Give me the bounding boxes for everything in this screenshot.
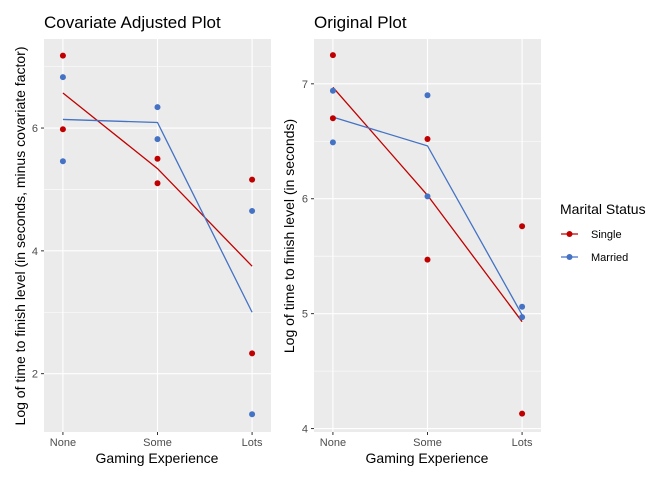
legend-key-point <box>566 231 573 237</box>
legend-item-single: Single <box>561 229 622 241</box>
y-axis-title: Log of time to finish level (in seconds) <box>281 119 297 353</box>
x-tick-label: Lots <box>242 437 263 449</box>
x-tick-label: Lots <box>512 437 533 449</box>
legend-label: Single <box>591 229 622 241</box>
data-point-married <box>154 136 161 143</box>
data-point-single <box>249 350 256 357</box>
data-point-married <box>329 139 336 146</box>
data-point-single <box>519 410 526 417</box>
data-point-single <box>154 155 161 162</box>
x-tick-label: None <box>320 437 346 449</box>
x-tick-label: None <box>50 437 76 449</box>
x-axis-title: Gaming Experience <box>96 450 219 466</box>
data-points <box>59 52 256 418</box>
gridlines <box>314 39 541 432</box>
y-tick-label: 6 <box>302 194 308 206</box>
legend: Marital Status Single Married <box>560 201 646 264</box>
legend-item-married: Married <box>561 252 628 264</box>
y-tick-label: 2 <box>32 369 38 381</box>
series-lines <box>62 92 253 313</box>
series-line-single <box>62 92 253 267</box>
data-point-single <box>249 176 256 183</box>
data-point-single <box>424 135 431 142</box>
legend-label: Married <box>591 252 628 264</box>
chart-title: Covariate Adjusted Plot <box>44 13 221 32</box>
y-axis-title: Log of time to finish level (in seconds,… <box>12 47 28 426</box>
x-axis-title: Gaming Experience <box>366 450 489 466</box>
data-point-married <box>154 104 161 111</box>
data-point-married <box>59 158 66 165</box>
data-point-married <box>249 411 256 418</box>
legend-key-point <box>566 254 573 260</box>
y-tick-label: 4 <box>302 424 308 436</box>
data-point-married <box>424 193 431 200</box>
y-tick-label: 6 <box>32 123 38 135</box>
data-point-married <box>59 74 66 81</box>
data-points <box>329 52 526 417</box>
data-point-single <box>329 52 336 59</box>
legend-items: Single Married <box>561 229 628 264</box>
data-point-single <box>154 180 161 187</box>
data-point-single <box>329 115 336 122</box>
data-point-married <box>424 92 431 99</box>
data-point-married <box>329 87 336 94</box>
data-point-single <box>424 256 431 263</box>
y-tick-label: 4 <box>32 246 38 258</box>
chart-title: Original Plot <box>314 13 407 32</box>
x-tick-label: Some <box>143 437 172 449</box>
series-line-married <box>332 116 523 316</box>
data-point-married <box>519 303 526 310</box>
legend-title: Marital Status <box>560 201 646 217</box>
original-panel: Original Plot 4 5 6 7 None Some Lots Gaming Ex… <box>281 13 541 466</box>
axis-ticks: 4 5 6 7 None Some Lots <box>302 79 533 449</box>
data-point-single <box>59 126 66 133</box>
y-tick-label: 5 <box>302 309 308 321</box>
axis-ticks: 2 4 6 None Some Lots <box>32 123 263 449</box>
data-point-single <box>519 223 526 230</box>
x-tick-label: Some <box>413 437 442 449</box>
data-point-married <box>249 207 256 214</box>
data-point-married <box>519 314 526 321</box>
data-point-single <box>59 52 66 59</box>
y-tick-label: 7 <box>302 79 308 91</box>
series-line-married <box>62 118 253 313</box>
